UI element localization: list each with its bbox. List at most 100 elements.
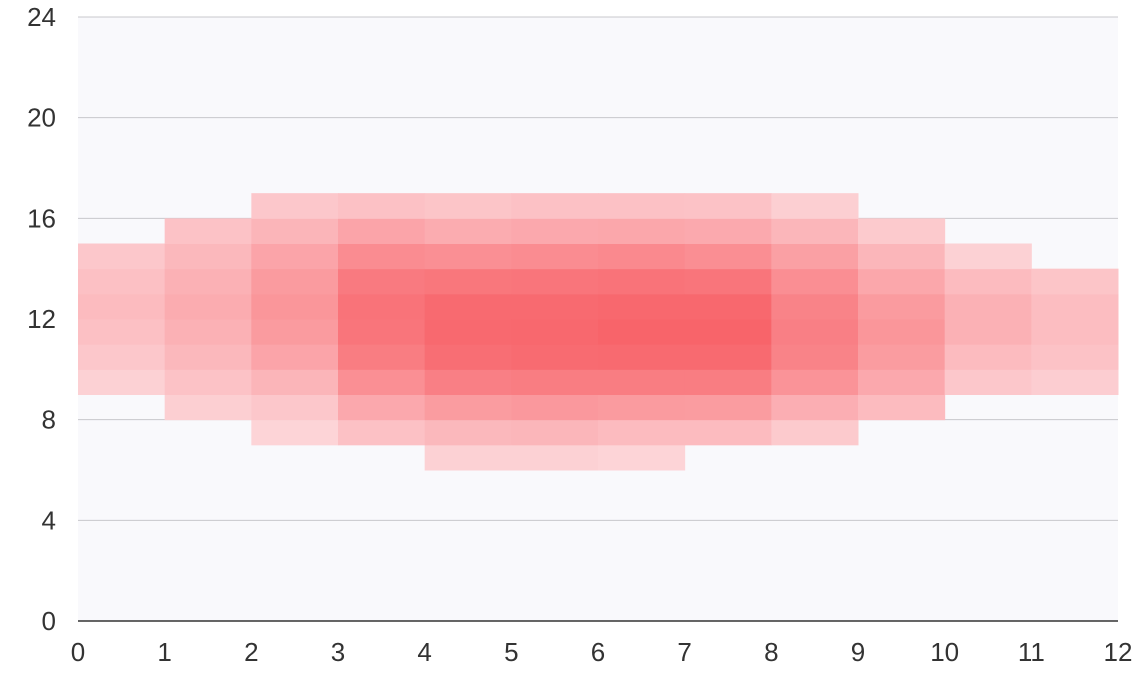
heatmap-cell [338,344,426,370]
heatmap-cell [338,293,426,320]
heatmap-cell [771,319,859,345]
heatmap-cell [598,444,686,471]
heatmap-cell [944,344,1032,370]
heatmap-cell [598,218,686,244]
heatmap-cell [251,243,339,270]
heatmap-cell [424,268,512,295]
heatmap-cell [684,193,772,219]
heatmap-cell [78,268,166,295]
heatmap-cell [424,419,512,446]
heatmap-cell [684,243,772,270]
heatmap-cell [598,344,686,370]
heatmap-cell [1031,268,1119,295]
heatmap-cell [251,319,339,345]
x-tick-label: 8 [764,637,778,667]
heatmap-cell [424,369,512,395]
heatmap-cell [251,344,339,370]
heatmap-cell [598,268,686,295]
heatmap-cell [424,319,512,345]
heatmap-cell [771,268,859,295]
heatmap-cell [251,193,339,219]
heatmap-cell [338,268,426,295]
heatmap-cell [858,268,946,295]
heatmap-cell [511,419,599,446]
heatmap-cell [598,243,686,270]
heatmap-cell [251,268,339,295]
heatmap-cell [511,293,599,320]
heatmap-cell [78,293,166,320]
heatmap-cell [858,394,946,421]
y-tick-label: 4 [42,505,56,535]
heatmap-cell [684,293,772,320]
heatmap-cell [598,319,686,345]
heatmap-cell [858,293,946,320]
heatmap-cell [78,243,166,270]
heatmap-cell [1031,369,1119,395]
heatmap-cell [598,293,686,320]
x-tick-label: 12 [1104,637,1133,667]
heatmap-cell [684,268,772,295]
heatmap-cell [684,394,772,421]
x-tick-label: 0 [71,637,85,667]
heatmap-cell [164,369,252,395]
heatmap-cell [598,419,686,446]
heatmap-cell [251,218,339,244]
heatmap-cell [944,293,1032,320]
x-tick-label: 3 [331,637,345,667]
heatmap-cell [164,268,252,295]
heatmap-cell [251,293,339,320]
heatmap-cell [164,319,252,345]
x-tick-label: 6 [591,637,605,667]
y-tick-label: 8 [42,405,56,435]
heatmap-cell [771,344,859,370]
heatmap-cell [944,268,1032,295]
heatmap-cell [251,369,339,395]
heatmap-cell [1031,344,1119,370]
heatmap-cell [511,193,599,219]
heatmap-cell [771,243,859,270]
heatmap-cell [771,369,859,395]
heatmap-cell [511,344,599,370]
heatmap-cell [598,193,686,219]
heatmap-cell [684,369,772,395]
heatmap-cell [78,344,166,370]
heatmap-cell [684,344,772,370]
heatmap-cell [424,444,512,471]
heatmap-cell [511,369,599,395]
x-tick-label: 1 [157,637,171,667]
heatmap-cell [424,218,512,244]
heatmap-cell [338,218,426,244]
y-tick-label: 0 [42,606,56,636]
y-tick-label: 20 [27,103,56,133]
heatmap-cell [944,319,1032,345]
x-tick-label: 10 [930,637,959,667]
x-tick-label: 4 [417,637,431,667]
heatmap-cell [511,243,599,270]
heatmap-cell [338,243,426,270]
heatmap-cell [771,218,859,244]
heatmap-cell [684,419,772,446]
y-tick-label: 24 [27,2,56,32]
heatmap-cell [684,319,772,345]
x-tick-label: 9 [851,637,865,667]
heatmap-cell [511,444,599,471]
heatmap-cell [858,218,946,244]
heatmap-cell [338,419,426,446]
heatmap-cell [251,394,339,421]
x-tick-label: 11 [1018,637,1045,667]
x-tick-label: 7 [677,637,691,667]
heatmap-cell [424,243,512,270]
heatmap-cell [338,319,426,345]
heatmap-cell [858,243,946,270]
heatmap-cell [858,344,946,370]
heatmap-cell [511,268,599,295]
heatmap-cell [944,243,1032,270]
heatmap-cell [771,394,859,421]
heatmap-cell [598,394,686,421]
heatmap-cell [1031,319,1119,345]
heatmap-cell [858,369,946,395]
heatmap-cell [164,218,252,244]
heatmap-cell [78,369,166,395]
heatmap-cell [424,293,512,320]
